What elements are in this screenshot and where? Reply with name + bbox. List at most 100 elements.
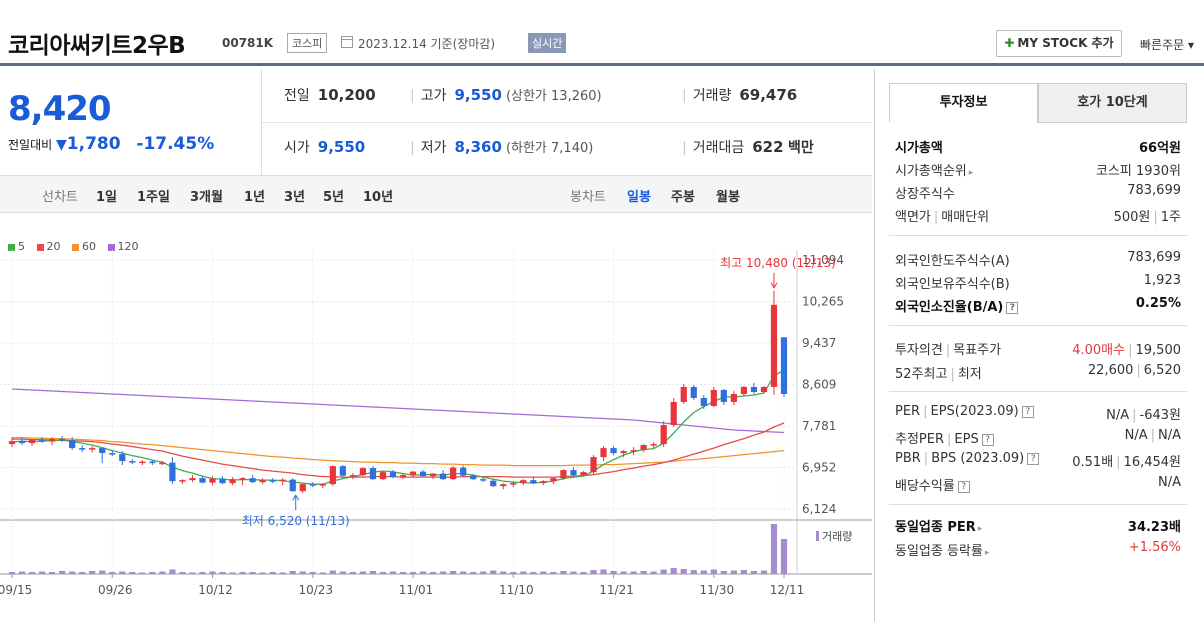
candle-body — [399, 475, 407, 478]
volume-bar — [189, 572, 196, 574]
low-annotation: 최저 6,520 (11/13) — [242, 514, 350, 528]
amount-value: 622 — [752, 138, 784, 156]
stock-header: 코리아써키트2우B 00781K 코스피 2023.12.14 기준(장마감) … — [0, 0, 1204, 66]
candle-body — [159, 462, 166, 465]
foreign-limit-row: 외국인한도주식수(A) 783,699 — [895, 250, 1181, 269]
lower-limit: (하한가 7,140) — [505, 141, 594, 156]
candle-body — [289, 479, 296, 492]
high-price: | 고가 9,550 (상한가 13,260) — [410, 86, 602, 104]
volume-bar — [460, 571, 467, 574]
open-value: 9,550 — [317, 138, 366, 156]
change-label: 전일대비 — [8, 138, 53, 152]
volume-bar — [540, 571, 547, 574]
candle-body — [79, 448, 86, 450]
volume-bar — [680, 569, 687, 574]
prev-close-label: 전일 — [284, 88, 310, 104]
x-tick-label: 11/10 — [499, 583, 534, 597]
candle-body — [199, 478, 206, 483]
quick-order-link[interactable]: 빠른주문 ▾ — [1140, 36, 1194, 53]
sector-per-row[interactable]: 동일업종 PER ▸ 34.23배 — [895, 520, 1181, 535]
candle-body — [580, 472, 587, 476]
volume-bar — [440, 571, 447, 574]
volume-bar — [329, 570, 336, 574]
realtime-button[interactable]: 실시간 — [528, 33, 567, 53]
candle-body — [99, 448, 106, 454]
volume-bar — [69, 571, 76, 574]
help-icon[interactable]: ? — [1006, 301, 1019, 314]
prev-close-value: 10,200 — [317, 86, 376, 104]
period-3y[interactable]: 3년 — [284, 190, 306, 205]
sector-rate-row[interactable]: 동일업종 등락률 ▸ +1.56% — [895, 540, 1181, 559]
volume-bar — [129, 572, 136, 574]
volume-bar — [219, 572, 226, 574]
volume-bar — [630, 571, 637, 574]
help-icon[interactable]: ? — [1021, 405, 1034, 418]
tab-orderbook-10[interactable]: 호가 10단계 — [1038, 83, 1187, 123]
x-tick-label: 10/23 — [298, 583, 333, 597]
volume-bar — [229, 572, 236, 574]
change-value: 1,780 — [66, 134, 121, 154]
candle-body — [8, 441, 16, 445]
dividend-row: 배당수익률? N/A — [895, 475, 1181, 494]
amount-unit: 백만 — [788, 140, 814, 156]
add-mystock-button[interactable]: ✚ MY STOCK 추가 — [996, 30, 1122, 57]
period-1w[interactable]: 1주일 — [137, 190, 170, 205]
candle-body — [740, 386, 748, 394]
help-icon[interactable]: ? — [957, 480, 970, 493]
candle-body — [149, 461, 156, 464]
quick-order-label: 빠른주문 — [1140, 38, 1185, 52]
volume-bar — [670, 568, 677, 574]
candle-body — [59, 439, 66, 441]
period-1y[interactable]: 1년 — [244, 190, 266, 205]
candle-body — [69, 440, 76, 449]
period-5y[interactable]: 5년 — [323, 190, 345, 205]
volume-bar — [139, 572, 146, 574]
volume-bar — [530, 572, 537, 574]
tab-investment-info[interactable]: 투자정보 — [889, 83, 1038, 123]
volume-bar — [79, 572, 86, 574]
base-date: 2023.12.14 기준(장마감) — [358, 37, 496, 51]
divider — [262, 122, 872, 123]
candle-body — [760, 386, 768, 392]
market-cap-row: 시가총액 66억원 — [895, 141, 1181, 156]
volume-bar — [770, 524, 778, 574]
candle-body — [419, 471, 427, 477]
foreign-rate-row: 외국인소진율(B/A)? 0.25% — [895, 296, 1181, 315]
calendar-icon — [341, 36, 353, 48]
trade-amount: | 거래대금 622 백만 — [682, 138, 814, 156]
period-3m[interactable]: 3개월 — [190, 190, 223, 205]
cap-rank-row[interactable]: 시가총액순위 ▸ 코스피 1930위 — [895, 164, 1181, 179]
candle-body — [219, 478, 226, 484]
volume-bar — [259, 572, 266, 574]
candle-body — [650, 444, 657, 446]
volume-bar — [209, 571, 216, 574]
volume-bar — [18, 571, 26, 574]
volume-bar — [470, 572, 477, 574]
volume-bar — [760, 570, 768, 574]
candle-monthly[interactable]: 월봉 — [716, 190, 740, 205]
volume-bar — [610, 571, 617, 574]
volume-bar — [309, 572, 316, 574]
candle-body — [710, 389, 717, 406]
help-icon[interactable]: ? — [981, 433, 994, 446]
period-10y[interactable]: 10년 — [363, 190, 394, 205]
candle-body — [269, 480, 276, 482]
help-icon[interactable]: ? — [1027, 452, 1040, 465]
candle-body — [209, 478, 216, 483]
volume-bar — [640, 571, 647, 574]
candle-body — [28, 440, 36, 444]
opinion-row: 투자의견 | 목표주가 4.00매수 | 19,500 — [895, 343, 1181, 358]
volume-bar — [490, 570, 497, 574]
candle-daily[interactable]: 일봉 — [627, 190, 651, 205]
x-tick-label: 11/30 — [700, 583, 735, 597]
y-tick-label: 10,265 — [802, 295, 844, 309]
period-1d[interactable]: 1일 — [96, 190, 118, 205]
candle-body — [640, 445, 647, 451]
volume-bar — [149, 572, 156, 574]
divider — [889, 325, 1187, 326]
volume-bar — [480, 571, 487, 574]
candle-weekly[interactable]: 주봉 — [671, 190, 695, 205]
volume-bar — [319, 572, 326, 574]
amount-label: 거래대금 — [692, 140, 745, 156]
volume-bar — [550, 572, 557, 574]
